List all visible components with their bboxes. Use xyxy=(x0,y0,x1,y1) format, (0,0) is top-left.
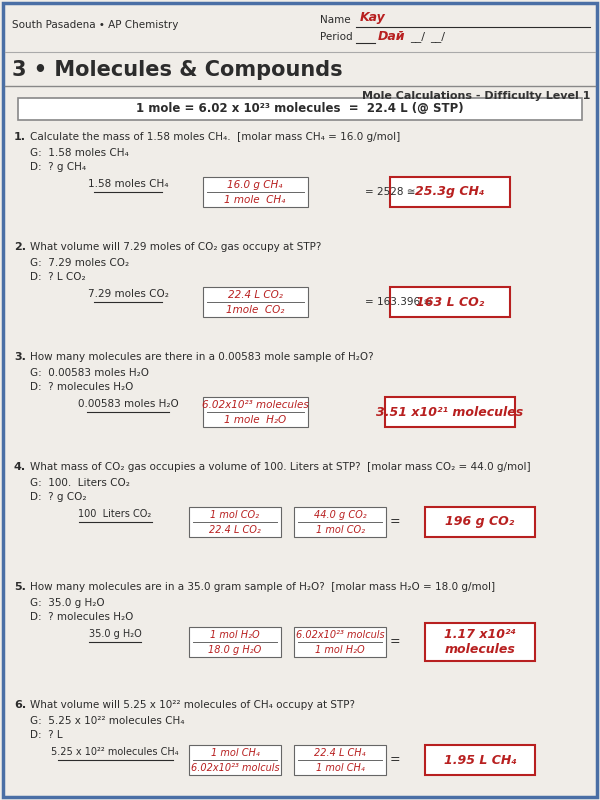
Text: 22.4 L CH₄: 22.4 L CH₄ xyxy=(314,748,366,758)
Text: 22.4 L CO₂: 22.4 L CO₂ xyxy=(209,525,261,535)
Text: __/: __/ xyxy=(430,31,445,42)
Text: 1 mol CO₂: 1 mol CO₂ xyxy=(316,525,365,535)
Text: Period: Period xyxy=(320,32,353,42)
Bar xyxy=(189,507,281,537)
Bar xyxy=(385,397,515,427)
Text: D:  ? molecules H₂O: D: ? molecules H₂O xyxy=(30,612,133,622)
Text: D:  ? g CO₂: D: ? g CO₂ xyxy=(30,492,86,502)
Text: G:  35.0 g H₂O: G: 35.0 g H₂O xyxy=(30,598,104,608)
Bar xyxy=(390,287,510,317)
Text: G:  100.  Liters CO₂: G: 100. Liters CO₂ xyxy=(30,478,130,488)
Text: 1.: 1. xyxy=(14,132,26,142)
Text: 1 mol CH₄: 1 mol CH₄ xyxy=(211,748,259,758)
Text: = 163.396 ≅: = 163.396 ≅ xyxy=(365,297,432,307)
Text: G:  0.00583 moles H₂O: G: 0.00583 moles H₂O xyxy=(30,368,149,378)
Text: What mass of CO₂ gas occupies a volume of 100. Liters at STP?  [molar mass CO₂ =: What mass of CO₂ gas occupies a volume o… xyxy=(30,462,530,472)
Text: D:  ? g CH₄: D: ? g CH₄ xyxy=(30,162,86,172)
Text: 25.3g CH₄: 25.3g CH₄ xyxy=(415,186,485,198)
Text: Daй: Daй xyxy=(378,30,406,43)
Bar xyxy=(425,745,535,775)
Text: = 2528 ≅: = 2528 ≅ xyxy=(365,187,415,197)
Bar xyxy=(203,177,308,207)
Text: What volume will 5.25 x 10²² molecules of CH₄ occupy at STP?: What volume will 5.25 x 10²² molecules o… xyxy=(30,700,355,710)
Bar xyxy=(189,745,281,775)
Text: What volume will 7.29 moles of CO₂ gas occupy at STP?: What volume will 7.29 moles of CO₂ gas o… xyxy=(30,242,322,252)
Text: 1 mol CO₂: 1 mol CO₂ xyxy=(211,510,260,520)
Bar xyxy=(425,507,535,537)
Text: G:  7.29 moles CO₂: G: 7.29 moles CO₂ xyxy=(30,258,129,268)
Text: 1 mol CH₄: 1 mol CH₄ xyxy=(316,763,364,773)
Text: 1 mole  H₂O: 1 mole H₂O xyxy=(224,415,286,425)
Text: 44.0 g CO₂: 44.0 g CO₂ xyxy=(314,510,367,520)
Text: Calculate the mass of 1.58 moles CH₄.  [molar mass CH₄ = 16.0 g/mol]: Calculate the mass of 1.58 moles CH₄. [m… xyxy=(30,132,400,142)
Bar xyxy=(18,98,582,120)
Bar xyxy=(390,177,510,207)
Bar xyxy=(203,397,308,427)
Text: 1 mole = 6.02 x 10²³ molecules  =  22.4 L (@ STP): 1 mole = 6.02 x 10²³ molecules = 22.4 L … xyxy=(136,102,464,115)
Text: Name: Name xyxy=(320,15,350,25)
Bar xyxy=(294,745,386,775)
Text: 1.58 moles CH₄: 1.58 moles CH₄ xyxy=(88,179,168,189)
Text: 1.95 L CH₄: 1.95 L CH₄ xyxy=(443,754,517,766)
Text: 100  Liters CO₂: 100 Liters CO₂ xyxy=(79,509,152,519)
Text: 1.17 x10²⁴
molecules: 1.17 x10²⁴ molecules xyxy=(444,628,516,656)
Text: 18.0 g H₂O: 18.0 g H₂O xyxy=(208,645,262,655)
Text: 3.: 3. xyxy=(14,352,26,362)
Text: 1 mol H₂O: 1 mol H₂O xyxy=(315,645,365,655)
Text: D:  ? molecules H₂O: D: ? molecules H₂O xyxy=(30,382,133,392)
Text: 4.: 4. xyxy=(14,462,26,472)
Text: D:  ? L: D: ? L xyxy=(30,730,62,740)
Text: Kay: Kay xyxy=(360,10,386,23)
Text: 6.02x10²³ molculs: 6.02x10²³ molculs xyxy=(191,763,280,773)
Text: South Pasadena • AP Chemistry: South Pasadena • AP Chemistry xyxy=(12,20,178,30)
Text: How many molecules are there in a 0.00583 mole sample of H₂O?: How many molecules are there in a 0.0058… xyxy=(30,352,374,362)
Text: 6.02x10²³ molecules: 6.02x10²³ molecules xyxy=(202,400,308,410)
Bar xyxy=(294,507,386,537)
Bar xyxy=(294,627,386,657)
Text: 163 L CO₂: 163 L CO₂ xyxy=(416,295,484,309)
Text: 5.25 x 10²² molecules CH₄: 5.25 x 10²² molecules CH₄ xyxy=(51,747,179,757)
Bar xyxy=(189,627,281,657)
Text: 1 mol H₂O: 1 mol H₂O xyxy=(210,630,260,640)
Text: G:  5.25 x 10²² molecules CH₄: G: 5.25 x 10²² molecules CH₄ xyxy=(30,716,185,726)
Text: 0.00583 moles H₂O: 0.00583 moles H₂O xyxy=(77,399,178,409)
Text: 16.0 g CH₄: 16.0 g CH₄ xyxy=(227,180,283,190)
Text: 22.4 L CO₂: 22.4 L CO₂ xyxy=(227,290,283,300)
Text: 3 • Molecules & Compounds: 3 • Molecules & Compounds xyxy=(12,60,343,80)
Text: 1 mole  CH₄: 1 mole CH₄ xyxy=(224,195,286,205)
Bar xyxy=(203,287,308,317)
Text: 6.02x10²³ molculs: 6.02x10²³ molculs xyxy=(296,630,385,640)
Text: 35.0 g H₂O: 35.0 g H₂O xyxy=(89,629,142,639)
Text: =: = xyxy=(389,754,400,766)
Text: G:  1.58 moles CH₄: G: 1.58 moles CH₄ xyxy=(30,148,129,158)
Text: 7.29 moles CO₂: 7.29 moles CO₂ xyxy=(88,289,169,299)
Text: =: = xyxy=(389,515,400,529)
Text: 196 g CO₂: 196 g CO₂ xyxy=(445,515,515,529)
Text: How many molecules are in a 35.0 gram sample of H₂O?  [molar mass H₂O = 18.0 g/m: How many molecules are in a 35.0 gram sa… xyxy=(30,582,495,592)
Text: Mole Calculations - Difficulty Level 1: Mole Calculations - Difficulty Level 1 xyxy=(362,91,590,101)
Text: __/: __/ xyxy=(410,31,425,42)
Text: 1mole  CO₂: 1mole CO₂ xyxy=(226,305,284,315)
Text: 3.51 x10²¹ molecules: 3.51 x10²¹ molecules xyxy=(376,406,524,418)
Text: D:  ? L CO₂: D: ? L CO₂ xyxy=(30,272,86,282)
Bar xyxy=(425,623,535,661)
Text: =: = xyxy=(389,635,400,649)
Text: 5.: 5. xyxy=(14,582,26,592)
Text: 2.: 2. xyxy=(14,242,26,252)
Text: 6.: 6. xyxy=(14,700,26,710)
